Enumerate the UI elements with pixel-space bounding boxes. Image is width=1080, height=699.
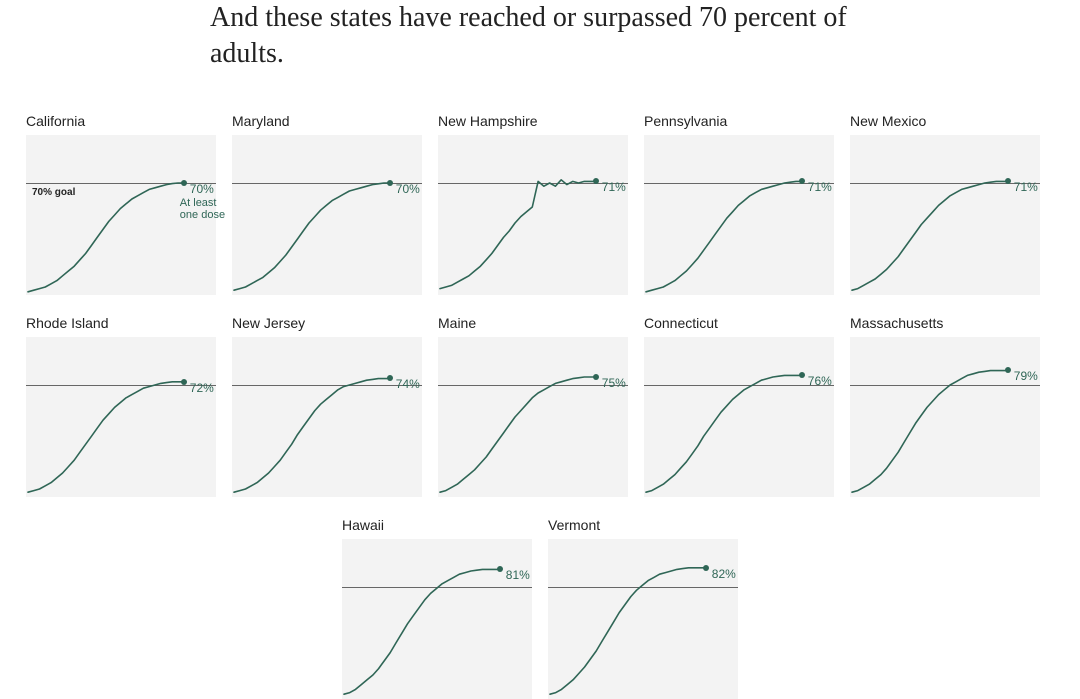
chart-area: 71%	[644, 135, 834, 295]
series-end-dot	[703, 565, 709, 571]
chart-panel: New Jersey 74%	[232, 315, 422, 497]
series-line	[26, 337, 216, 497]
chart-panel: Rhode Island 72%	[26, 315, 216, 497]
chart-panel: New Mexico 71%	[850, 113, 1040, 295]
series-line	[438, 337, 628, 497]
panel-title: Massachusetts	[850, 315, 1040, 331]
chart-row: Rhode Island 72% New Jersey 74% Maine 75% Conn…	[0, 315, 1080, 497]
pct-label: 71%	[1014, 180, 1038, 194]
series-end-dot	[497, 566, 503, 572]
panel-title: New Hampshire	[438, 113, 628, 129]
pct-label: 72%	[190, 381, 214, 395]
panel-title: Hawaii	[342, 517, 532, 533]
panel-title: New Mexico	[850, 113, 1040, 129]
pct-label: 75%	[602, 376, 626, 390]
series-line	[850, 135, 1040, 295]
series-end-dot	[181, 379, 187, 385]
chart-panel: Vermont 82%	[548, 517, 738, 699]
chart-panel: California 70% goal70%At leastone dose	[26, 113, 216, 295]
series-line	[438, 135, 628, 295]
chart-area: 71%	[438, 135, 628, 295]
panel-title: Maine	[438, 315, 628, 331]
panel-title: Vermont	[548, 517, 738, 533]
chart-row: California70% goal70%At leastone doseMar…	[0, 113, 1080, 295]
chart-panel: Maryland 70%	[232, 113, 422, 295]
chart-area: 79%	[850, 337, 1040, 497]
panel-title: California	[26, 113, 216, 129]
chart-panel: Massachusetts 79%	[850, 315, 1040, 497]
series-end-dot	[387, 180, 393, 186]
series-end-dot	[593, 374, 599, 380]
series-line	[232, 337, 422, 497]
series-end-dot	[1005, 178, 1011, 184]
panel-title: Connecticut	[644, 315, 834, 331]
pct-label: 70%	[396, 182, 420, 196]
pct-label: 74%	[396, 377, 420, 391]
series-end-dot	[799, 372, 805, 378]
series-line	[232, 135, 422, 295]
pct-label: 82%	[712, 567, 736, 581]
panel-title: New Jersey	[232, 315, 422, 331]
chart-panel: Pennsylvania 71%	[644, 113, 834, 295]
series-end-dot	[593, 178, 599, 184]
chart-panel: Hawaii 81%	[342, 517, 532, 699]
chart-area: 70%	[232, 135, 422, 295]
series-line	[850, 337, 1040, 497]
chart-panel: New Hampshire 71%	[438, 113, 628, 295]
series-end-dot	[181, 180, 187, 186]
chart-panel: Connecticut 76%	[644, 315, 834, 497]
sub-label: At leastone dose	[180, 197, 225, 221]
pct-label: 71%	[602, 180, 626, 194]
chart-area: 75%	[438, 337, 628, 497]
panel-title: Rhode Island	[26, 315, 216, 331]
panel-title: Pennsylvania	[644, 113, 834, 129]
chart-area: 74%	[232, 337, 422, 497]
series-line	[644, 337, 834, 497]
pct-label: 70%	[190, 182, 214, 196]
chart-area: 72%	[26, 337, 216, 497]
series-line	[644, 135, 834, 295]
panel-title: Maryland	[232, 113, 422, 129]
chart-row: Hawaii 81% Vermont 82%	[0, 517, 1080, 699]
page-headline: And these states have reached or surpass…	[210, 0, 870, 73]
pct-label: 71%	[808, 180, 832, 194]
series-end-dot	[1005, 367, 1011, 373]
pct-label: 81%	[506, 568, 530, 582]
chart-area: 71%	[850, 135, 1040, 295]
pct-label: 76%	[808, 374, 832, 388]
chart-area: 76%	[644, 337, 834, 497]
pct-label: 79%	[1014, 369, 1038, 383]
chart-area: 70% goal70%At leastone dose	[26, 135, 216, 295]
series-end-dot	[799, 178, 805, 184]
chart-panel: Maine 75%	[438, 315, 628, 497]
series-end-dot	[387, 375, 393, 381]
small-multiples-container: California70% goal70%At leastone doseMar…	[0, 113, 1080, 699]
